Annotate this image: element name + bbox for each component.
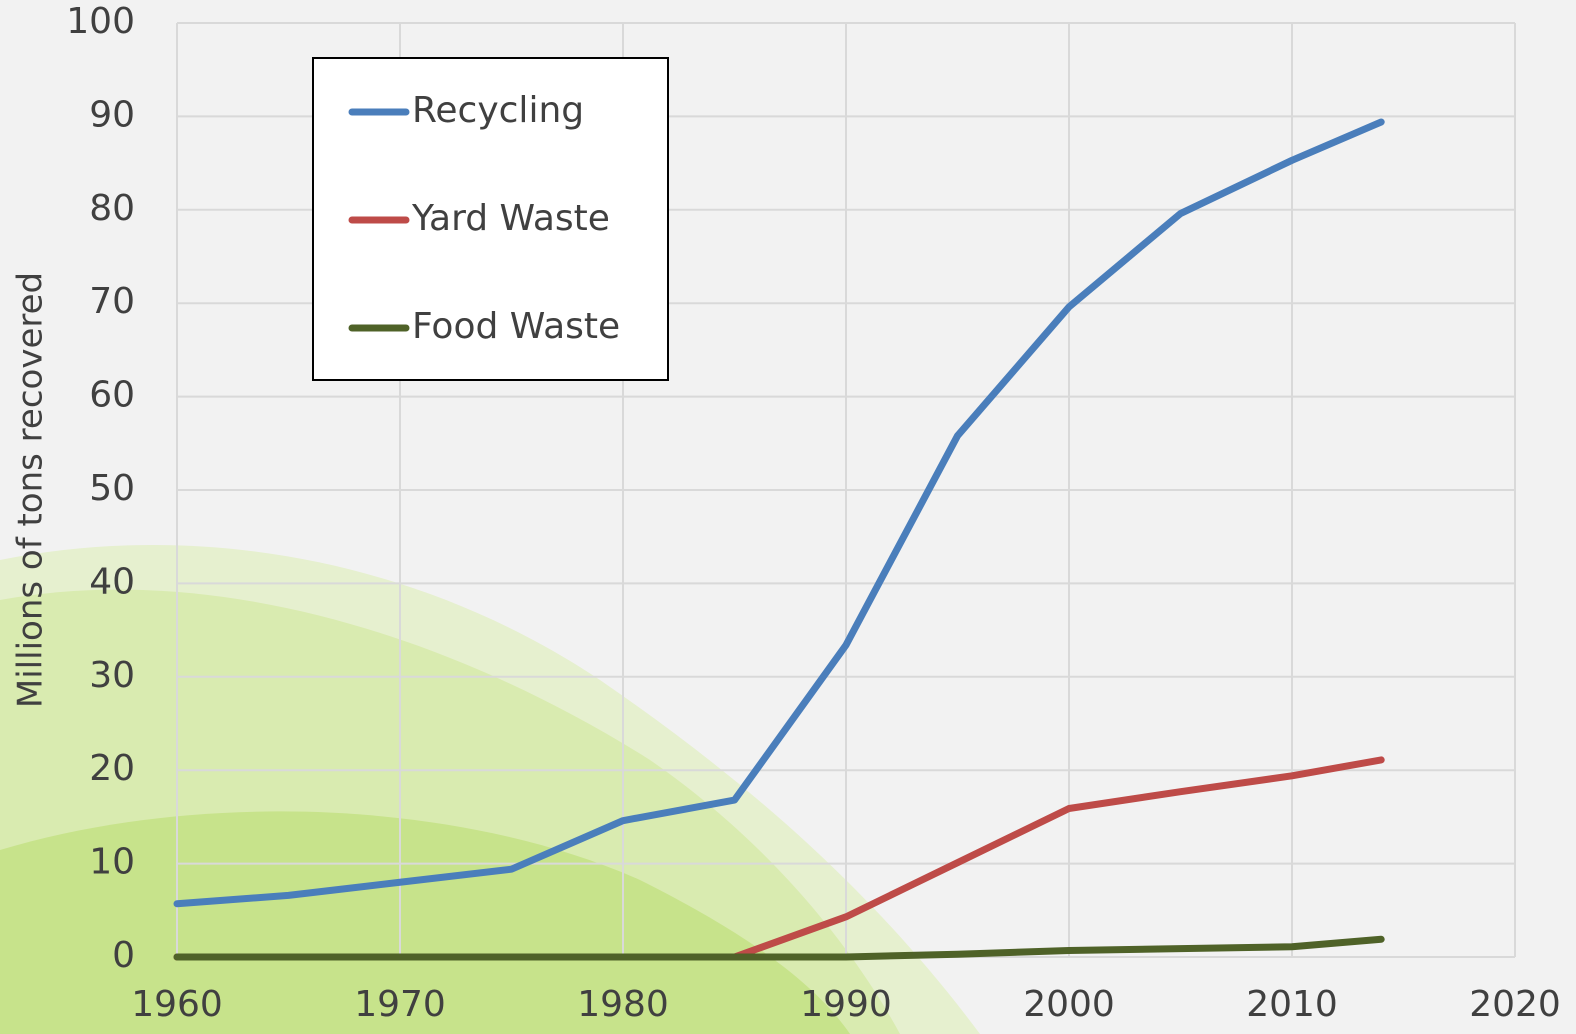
y-tick-label: 20 — [89, 748, 135, 789]
y-tick-label: 60 — [89, 375, 135, 416]
x-tick-label: 1970 — [354, 984, 446, 1025]
x-tick-label: 2000 — [1023, 984, 1115, 1025]
y-tick-label: 100 — [66, 1, 135, 42]
x-tick-label: 1960 — [131, 984, 223, 1025]
legend-label: Food Waste — [412, 306, 620, 347]
y-tick-label: 40 — [89, 561, 135, 602]
x-tick-label: 1990 — [800, 984, 892, 1025]
x-tick-label: 2010 — [1246, 984, 1338, 1025]
chart: Millions of tons recovered 0 10 20 30 40 50 60… — [0, 0, 1576, 1034]
y-tick-label: 10 — [89, 842, 135, 883]
x-tick-label: 1980 — [577, 984, 669, 1025]
y-tick-label: 90 — [89, 94, 135, 135]
y-tick-label: 80 — [89, 188, 135, 229]
y-tick-label: 30 — [89, 655, 135, 696]
y-axis-title: Millions of tons recovered — [11, 272, 51, 708]
x-tick-label: 2020 — [1469, 984, 1561, 1025]
y-tick-label: 0 — [112, 935, 135, 976]
y-tick-label: 70 — [89, 281, 135, 322]
legend-label: Yard Waste — [411, 198, 610, 239]
page: Millions of tons recovered 0 10 20 30 40 50 60… — [0, 0, 1576, 1034]
legend-label: Recycling — [412, 90, 584, 131]
y-tick-label: 50 — [89, 468, 135, 509]
